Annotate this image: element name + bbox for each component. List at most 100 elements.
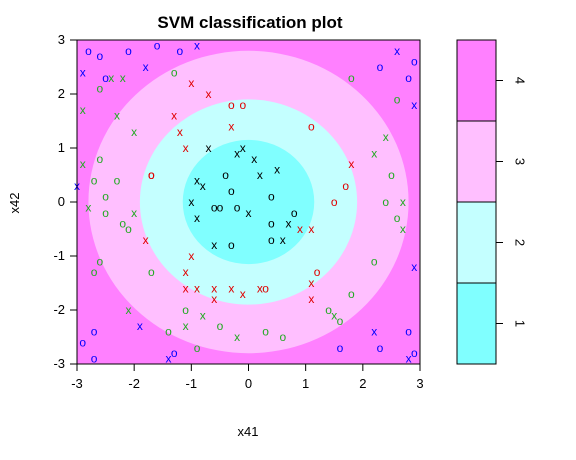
data-point: x [80,103,86,117]
data-point: o [377,60,384,74]
data-point: o [394,92,401,106]
x-tick-label: 2 [359,376,366,391]
data-point: o [411,346,418,360]
data-point: o [125,44,132,58]
y-tick-label: 1 [58,140,65,155]
data-point: o [79,335,86,349]
y-tick-label: -3 [53,356,65,371]
data-point: o [119,217,126,231]
data-point: x [205,141,211,155]
data-point: x [240,287,246,301]
y-axis-label: x42 [7,193,22,214]
data-point: o [125,222,132,236]
legend-swatch [456,201,497,284]
legend-label: 2 [513,239,528,246]
data-point: o [331,195,338,209]
data-point: x [188,76,194,90]
x-tick-label: -1 [186,376,198,391]
data-point: o [411,55,418,69]
data-point: x [137,319,143,333]
data-point: x [194,173,200,187]
data-point: x [234,146,240,160]
data-point: x [165,352,171,366]
data-point: x [308,276,314,290]
data-point: o [228,98,235,112]
data-point: o [182,303,189,317]
data-point: o [217,319,224,333]
data-point: o [97,254,104,268]
data-point: x [183,281,189,295]
data-point: x [394,44,400,58]
data-point: o [194,341,201,355]
y-tick-label: -2 [53,302,65,317]
data-point: x [371,146,377,160]
data-point: o [371,254,378,268]
data-point: o [268,233,275,247]
data-point: o [325,303,332,317]
legend-label: 1 [513,320,528,327]
data-point: x [240,141,246,155]
data-point: x [131,206,137,220]
data-point: x [274,163,280,177]
data-point: o [388,168,395,182]
data-point: o [91,265,98,279]
data-point: x [188,195,194,209]
data-point: o [314,265,321,279]
data-point: x [108,71,114,85]
data-point: o [114,173,121,187]
data-point: x [211,238,217,252]
data-point: o [217,200,224,214]
legend-frame [456,39,497,365]
data-point: x [183,141,189,155]
data-point: x [286,217,292,231]
data-point: o [91,325,98,339]
data-point: x [200,179,206,193]
data-point: x [228,119,234,133]
data-point: x [194,281,200,295]
legend-label: 3 [513,158,528,165]
data-point: x [308,222,314,236]
data-point: o [165,325,172,339]
data-point: o [228,184,235,198]
x-tick-label: 3 [416,376,423,391]
data-point: x [80,157,86,171]
legend-swatch [456,282,497,365]
legend-label: 4 [513,77,528,84]
data-point: o [377,341,384,355]
data-point: x [228,281,234,295]
data-point: x [125,303,131,317]
x-tick-label: 0 [245,376,252,391]
data-point: x [177,125,183,139]
x-tick-label: 1 [302,376,309,391]
data-point: o [91,173,98,187]
y-tick-label: -1 [53,248,65,263]
data-point: o [291,206,298,220]
chart-title: SVM classification plot [157,13,342,32]
data-point: o [177,44,184,58]
data-point: x [246,206,252,220]
data-point: o [268,217,275,231]
data-point: o [102,71,109,85]
data-point: o [211,200,218,214]
legend-swatch [456,39,497,122]
x-tick-label: -3 [71,376,83,391]
data-point: o [348,287,355,301]
data-point: o [382,195,389,209]
data-point: x [211,292,217,306]
data-point: o [348,71,355,85]
data-point: o [239,98,246,112]
legend-swatch [456,120,497,203]
data-point: x [194,38,200,52]
region-class-1 [182,139,315,265]
data-point: o [148,265,155,279]
x-axis-label: x41 [238,424,259,439]
data-point: o [97,49,104,63]
data-point: x [406,352,412,366]
data-point: o [262,281,269,295]
data-point: x [143,60,149,74]
data-point: x [171,109,177,123]
data-point: o [102,206,109,220]
x-tick-label: -2 [128,376,140,391]
data-point: o [342,179,349,193]
